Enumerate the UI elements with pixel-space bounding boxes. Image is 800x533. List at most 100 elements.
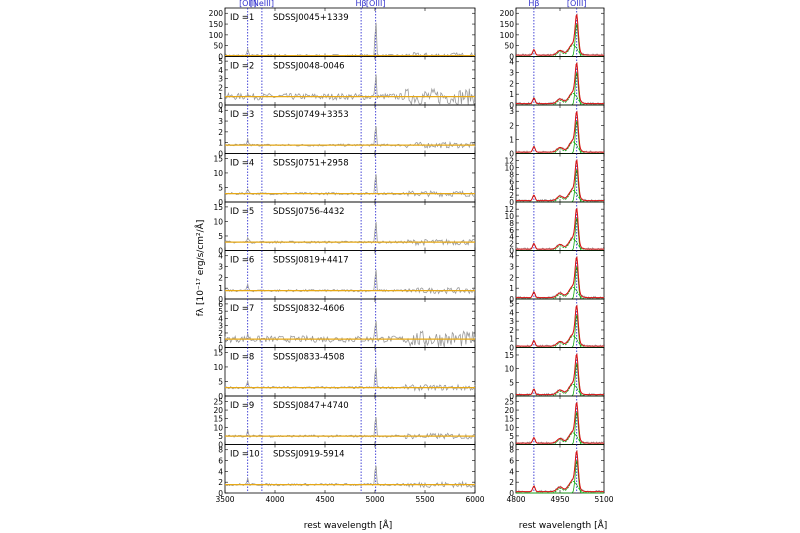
panel-frame xyxy=(515,298,605,348)
y-tick-label: 20 xyxy=(504,406,514,415)
y-tick-label: 10 xyxy=(504,164,514,173)
y-tick-label: 12 xyxy=(504,205,514,214)
x-tick-label: 5500 xyxy=(415,495,434,504)
y-tick-label: 0 xyxy=(509,344,514,353)
y-tick-label: 0 xyxy=(218,150,223,159)
fit-total xyxy=(516,401,604,444)
y-tick-label: 25 xyxy=(504,397,514,406)
fit-total xyxy=(516,207,604,250)
panel-object-name: SDSSJ0833-4508 xyxy=(273,353,345,363)
x-tick-label: 4800 xyxy=(506,495,525,504)
right-zoom-column: 0501001502000123401230246810120246810120… xyxy=(500,7,614,504)
y-tick-label: 2 xyxy=(509,273,514,282)
y-tick-label: 6 xyxy=(509,177,514,186)
y-tick-label: 150 xyxy=(209,20,224,29)
spectrum-trace xyxy=(224,320,476,348)
spectrum-panel-3: 0 1 2 3 xyxy=(509,104,605,159)
x-tick-label: 6000 xyxy=(465,495,484,504)
line-marker-label: [OIII] xyxy=(366,0,386,8)
line-marker-label: [OII] xyxy=(239,0,256,8)
y-tick-label: 4 xyxy=(509,233,514,242)
panel-id-label: ID =9 xyxy=(230,401,254,411)
panel-object-name: SDSSJ0751+2958 xyxy=(273,159,349,169)
y-tick-label: 0 xyxy=(509,53,514,62)
panel-frame xyxy=(224,444,476,494)
y-tick-label: 4 xyxy=(509,184,514,193)
y-tick-label: 10 xyxy=(504,212,514,221)
y-tick-label: 0 xyxy=(509,489,514,498)
y-tick-label: 25 xyxy=(213,397,223,406)
y-axis-label: fλ [10⁻¹⁷ erg/s/cm²/Å] xyxy=(194,220,206,317)
spectrum-panel-10: 0 2 46 8 ID =10 SDSSJ0919-5914 3500 4000 4500 500… xyxy=(215,444,485,504)
line-marker-label: Hβ xyxy=(356,0,367,8)
y-tick-label: 0 xyxy=(218,344,223,353)
spectrum-panel-10: 0 2 46 8 4800 4950 5100 xyxy=(506,444,614,504)
spectrum-panel-3: 0 1 2 3 4 ID =3 SDSSJ0749+3353 xyxy=(218,104,476,159)
y-tick-label: 5 xyxy=(218,307,223,316)
panel-id-label: ID =1 xyxy=(230,13,254,23)
y-tick-label: 8 xyxy=(509,219,514,228)
panel-frame xyxy=(515,395,605,445)
y-tick-label: 5 xyxy=(218,183,223,192)
fit-total xyxy=(516,110,604,153)
y-tick-label: 0 xyxy=(509,247,514,256)
panel-frame xyxy=(515,104,605,154)
y-tick-label: 4 xyxy=(509,58,514,67)
y-tick-label: 15 xyxy=(504,351,514,360)
fit-total xyxy=(516,61,604,105)
panel-frame xyxy=(224,250,476,300)
y-tick-label: 100 xyxy=(500,31,515,40)
panel-object-name: SDSSJ0847+4740 xyxy=(273,401,349,411)
y-tick-label: 4 xyxy=(218,252,223,261)
y-tick-label: 10 xyxy=(213,217,223,226)
y-tick-label: 10 xyxy=(504,365,514,374)
y-tick-label: 15 xyxy=(213,154,223,163)
y-tick-label: 5 xyxy=(218,432,223,441)
y-tick-label: 15 xyxy=(504,415,514,424)
y-tick-label: 2 xyxy=(218,83,223,92)
y-tick-label: 3 xyxy=(218,263,223,272)
y-tick-label: 0 xyxy=(218,489,223,498)
y-tick-label: 15 xyxy=(213,415,223,424)
y-tick-label: 0 xyxy=(509,392,514,401)
x-axis-label-left: rest wavelength [Å] xyxy=(304,519,393,531)
y-tick-label: 3 xyxy=(218,322,223,331)
panel-frame xyxy=(224,347,476,397)
y-tick-label: 2 xyxy=(218,478,223,487)
panel-id-label: ID =10 xyxy=(230,450,260,460)
x-tick-label: 5100 xyxy=(594,495,613,504)
panel-id-label: ID =5 xyxy=(230,207,254,217)
panel-id-label: ID =2 xyxy=(230,62,254,72)
y-tick-label: 2 xyxy=(218,128,223,137)
y-tick-label: 0 xyxy=(218,295,223,304)
y-tick-label: 20 xyxy=(213,406,223,415)
y-tick-label: 8 xyxy=(509,170,514,179)
x-tick-label: 4000 xyxy=(265,495,284,504)
panel-object-name: SDSSJ0045+1339 xyxy=(273,13,349,23)
panel-id-label: ID =7 xyxy=(230,304,254,314)
y-tick-label: 3 xyxy=(509,263,514,272)
panel-object-name: SDSSJ0919-5914 xyxy=(273,450,345,460)
y-tick-label: 0 xyxy=(218,198,223,207)
y-tick-label: 0 xyxy=(218,441,223,450)
panel-id-label: ID =6 xyxy=(230,256,254,266)
y-tick-label: 15 xyxy=(213,203,223,212)
panel-frame xyxy=(515,347,605,397)
panel-frame xyxy=(224,201,476,251)
panel-id-label: ID =3 xyxy=(230,110,254,120)
y-tick-label: 1 xyxy=(218,284,223,293)
y-tick-label: 0 xyxy=(509,441,514,450)
panel-frame xyxy=(224,7,476,57)
y-tick-label: 50 xyxy=(213,42,223,51)
y-tick-label: 0 xyxy=(218,101,223,110)
spectrum-panel-1: 0 50 100 150 200 ID =1 SDSSJ0045+1339 xyxy=(209,7,476,62)
y-tick-label: 3 xyxy=(509,69,514,78)
y-tick-label: 100 xyxy=(209,31,224,40)
y-tick-label: 6 xyxy=(509,226,514,235)
y-tick-label: 0 xyxy=(218,247,223,256)
y-tick-label: 1 xyxy=(509,90,514,99)
y-tick-label: 0 xyxy=(509,295,514,304)
panel-frame xyxy=(515,250,605,300)
